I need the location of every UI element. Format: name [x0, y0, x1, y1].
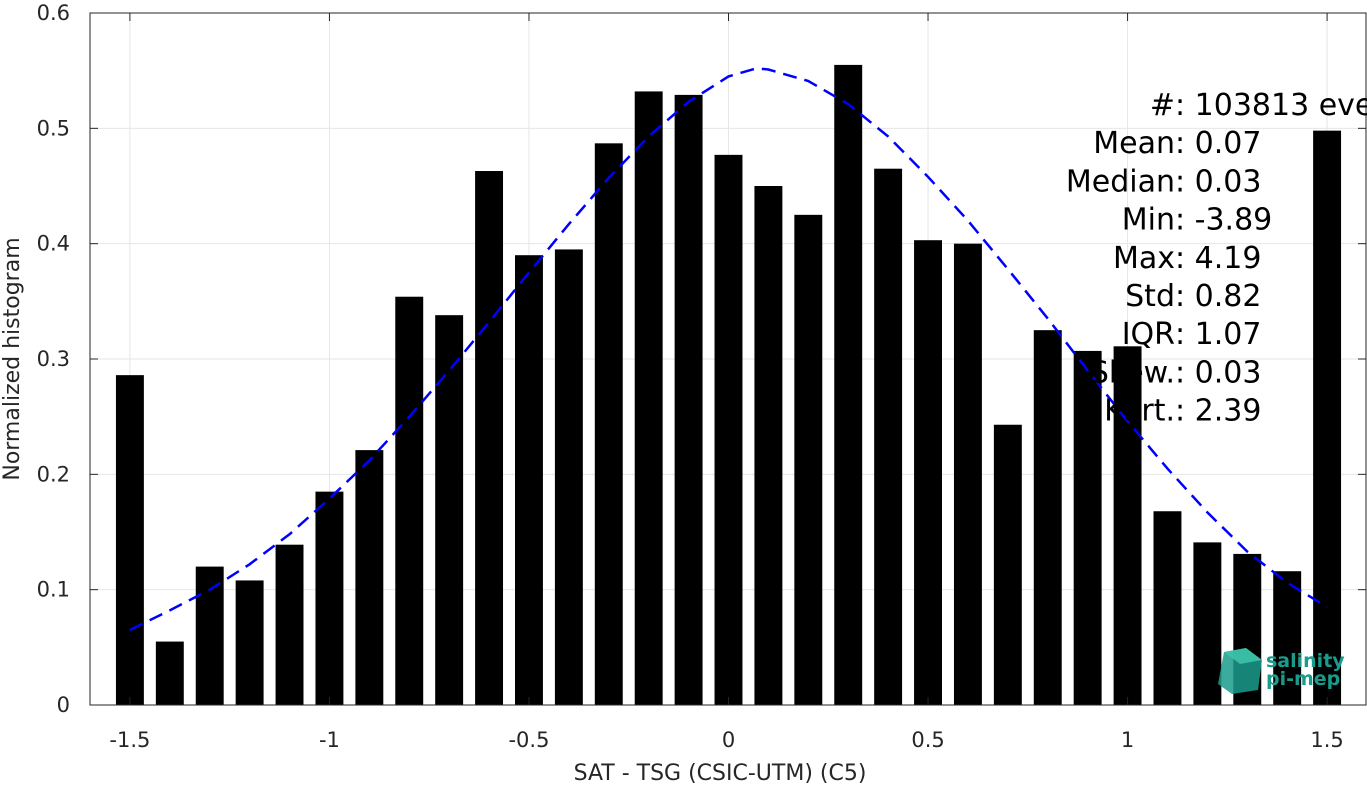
- stat-value: : 0.03: [1175, 355, 1261, 390]
- logo-cube-top: [1224, 648, 1262, 664]
- histogram-bar: [993, 424, 1022, 705]
- histogram-bar: [355, 450, 384, 705]
- y-tick-label: 0: [57, 693, 70, 717]
- stat-label: IQR: [1122, 317, 1175, 352]
- histogram-bars: [115, 64, 1342, 706]
- stat-value: : -3.89: [1175, 203, 1272, 238]
- y-tick-label: 0.1: [37, 578, 70, 602]
- normal-fit-curve: [129, 67, 1328, 632]
- histogram-bar: [435, 315, 464, 705]
- stat-value: : 4.19: [1175, 241, 1261, 276]
- stat-row: # : 103813 events: [1150, 88, 1367, 123]
- stat-label: Skew.: [1090, 355, 1175, 390]
- y-tick-label: 0.6: [37, 1, 70, 25]
- logo-line2: pi-mep: [1266, 668, 1340, 690]
- histogram-bar: [634, 91, 663, 706]
- histogram-bar: [115, 375, 144, 705]
- stat-value: : 0.82: [1175, 279, 1261, 314]
- histogram-bar: [275, 544, 304, 705]
- histogram-bar: [1153, 511, 1182, 705]
- y-tick-label: 0.5: [37, 116, 70, 140]
- x-tick-label: 1: [1121, 728, 1134, 752]
- stat-row: Kurt. : 2.39: [1104, 394, 1261, 429]
- salinity-pi-mep-logo: salinity pi-mep: [1218, 648, 1345, 694]
- histogram-bar: [315, 491, 344, 705]
- stat-label: Std: [1125, 279, 1175, 314]
- y-tick-labels: 0 0.1 0.2 0.3 0.4 0.5 0.6: [37, 1, 70, 717]
- histogram-bar: [395, 296, 424, 705]
- stat-row: Skew. : 0.03: [1090, 355, 1262, 390]
- stat-value: : 103813 events: [1175, 88, 1367, 123]
- histogram-bar: [914, 240, 942, 705]
- histogram-bar: [1073, 350, 1102, 705]
- axes: [89, 12, 1367, 706]
- stat-label: Median: [1066, 164, 1175, 199]
- histogram-bar: [515, 255, 543, 705]
- stat-label: Max: [1113, 241, 1175, 276]
- stat-value: : 0.07: [1175, 126, 1261, 161]
- histogram-bar: [953, 243, 982, 705]
- x-axis-title: SAT - TSG (CSIC-UTM) (C5): [574, 761, 867, 785]
- y-tick-label: 0.2: [37, 462, 70, 486]
- histogram-bar: [155, 641, 184, 705]
- histogram-bar: [1313, 130, 1342, 705]
- stat-label: Kurt.: [1104, 394, 1175, 429]
- logo-line1: salinity: [1266, 650, 1345, 672]
- histogram-bar: [674, 94, 703, 706]
- stat-label: Min: [1122, 203, 1175, 238]
- histogram-bar: [475, 171, 504, 706]
- stat-value: : 1.07: [1175, 317, 1261, 352]
- histogram-bar: [195, 566, 224, 705]
- stat-row: Median : 0.03: [1066, 164, 1262, 199]
- stat-row: Mean : 0.07: [1093, 126, 1261, 161]
- x-tick-label: 0.5: [911, 728, 944, 752]
- histogram-bar: [1033, 330, 1062, 705]
- x-tick-labels: -1.5 -1 -0.5 0 0.5 1 1.5: [109, 728, 1343, 752]
- histogram-bar: [594, 143, 623, 705]
- stat-value: : 0.03: [1175, 164, 1261, 199]
- stat-value: : 2.39: [1175, 394, 1261, 429]
- normal-fit-line: [129, 67, 1328, 632]
- stat-row: Max : 4.19: [1113, 241, 1261, 276]
- stat-row: Min : -3.89: [1122, 203, 1273, 238]
- histogram-bar: [1273, 571, 1302, 705]
- x-tick-label: 1.5: [1310, 728, 1343, 752]
- histogram-bar: [834, 64, 863, 705]
- histogram-bar: [794, 214, 823, 706]
- histogram-bar: [754, 186, 783, 705]
- stat-label: Mean: [1093, 126, 1175, 161]
- histogram-bar: [235, 580, 264, 705]
- stat-row: IQR : 1.07: [1122, 317, 1262, 352]
- x-tick-label: 0: [722, 728, 735, 752]
- y-axis-title: Normalized histogram: [0, 237, 25, 480]
- y-tick-label: 0.4: [37, 232, 70, 256]
- stat-label: #: [1150, 88, 1175, 123]
- histogram-bar: [554, 249, 583, 705]
- x-tick-label: -1: [319, 728, 340, 752]
- x-tick-label: -0.5: [508, 728, 549, 752]
- histogram-bar: [874, 168, 903, 705]
- x-tick-label: -1.5: [109, 728, 150, 752]
- histogram-bar: [1113, 346, 1142, 705]
- stat-row: Std : 0.82: [1125, 279, 1261, 314]
- histogram-bar: [714, 154, 743, 706]
- histogram-bar: [1193, 542, 1222, 705]
- y-tick-label: 0.3: [37, 347, 70, 371]
